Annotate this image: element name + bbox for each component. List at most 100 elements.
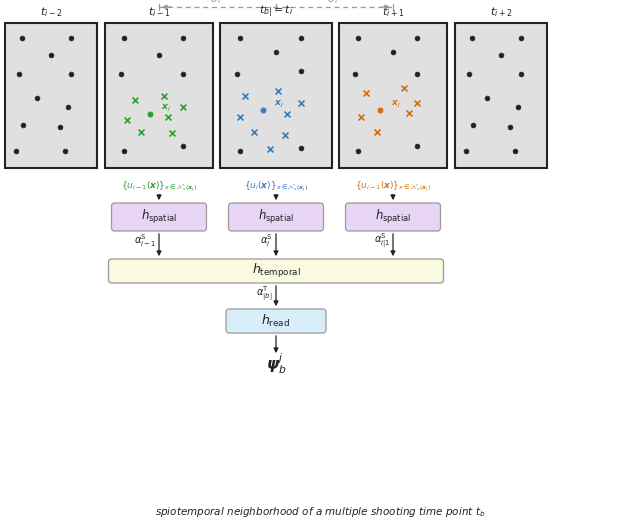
Point [412,98,422,107]
Text: $\boldsymbol{x}_j$: $\boldsymbol{x}_j$ [274,99,284,110]
Point [119,33,129,42]
Point [159,92,170,100]
Text: $h_{\mathrm{spatial}}$: $h_{\mathrm{spatial}}$ [375,208,411,226]
FancyBboxPatch shape [346,203,440,231]
Point [496,51,506,59]
FancyBboxPatch shape [111,203,207,231]
Text: spiotemporal neighborhood of a multiple shooting time point $t_b$: spiotemporal neighborhood of a multiple … [155,505,485,519]
Point [122,116,132,124]
Text: $\alpha_{i-1}^{\mathrm{S}}$: $\alpha_{i-1}^{\mathrm{S}}$ [134,232,156,249]
Point [19,120,29,129]
Point [353,33,364,42]
Point [353,146,364,155]
Text: $t_{i-1}$: $t_{i-1}$ [148,5,170,19]
Point [235,33,245,42]
Point [372,128,382,136]
Text: $\alpha_{i|1}^{\mathrm{S}}$: $\alpha_{i|1}^{\mathrm{S}}$ [374,232,390,250]
Point [119,146,129,155]
Point [388,48,398,56]
Point [116,70,126,78]
Bar [105,23,213,168]
Text: $\delta_T$: $\delta_T$ [328,0,342,6]
Point [178,103,188,111]
Point [178,70,188,78]
Text: $t_{i+1}$: $t_{i+1}$ [382,5,404,19]
Text: $\delta_T$: $\delta_T$ [211,0,225,6]
Point [482,94,492,103]
Point [239,92,250,100]
Point [280,130,290,139]
Point [361,88,371,97]
Point [467,33,477,42]
Point [232,70,242,78]
Point [235,113,245,121]
Point [17,33,27,42]
Text: $t_{i-2}$: $t_{i-2}$ [40,5,62,19]
Point [273,87,284,95]
Bar [455,23,547,168]
Point [66,70,76,78]
Point [265,145,275,153]
Point [282,110,292,119]
Point [355,113,365,121]
Point [399,84,409,93]
Text: $t_{i+2}$: $t_{i+2}$ [490,5,512,19]
Point [167,129,177,138]
Point [516,33,526,42]
Text: $\boldsymbol{\psi}_b^j$: $\boldsymbol{\psi}_b^j$ [266,351,286,377]
Point [509,146,520,155]
Point [296,66,306,75]
Text: $\boldsymbol{x}_j$: $\boldsymbol{x}_j$ [161,103,171,114]
Point [350,70,360,78]
Point [13,70,24,78]
Point [271,48,281,56]
Point [296,143,306,152]
Bar [5,23,97,168]
Point [178,142,188,151]
Point [66,33,76,42]
Point [154,51,164,59]
Point [296,33,306,42]
FancyBboxPatch shape [228,203,323,231]
Point [412,142,422,151]
Point [248,128,259,136]
FancyBboxPatch shape [109,259,444,283]
Text: $\{u_{i-1}(\boldsymbol{x})\}_{x\in\mathcal{N}_s(\boldsymbol{x}_j)}$: $\{u_{i-1}(\boldsymbol{x})\}_{x\in\mathc… [355,180,431,194]
Point [516,70,526,78]
Point [46,51,56,59]
Point [235,146,245,155]
FancyBboxPatch shape [226,309,326,333]
Point [55,123,65,132]
Point [163,113,173,121]
Point [461,146,471,155]
Point [412,70,422,78]
Point [60,146,70,155]
Text: $h_{\mathrm{spatial}}$: $h_{\mathrm{spatial}}$ [141,208,177,226]
Point [296,98,306,107]
Bar [339,23,447,168]
Text: $\alpha_i^{\mathrm{S}}$: $\alpha_i^{\mathrm{S}}$ [260,232,273,249]
Point [11,146,21,155]
Text: $\{u_{i-1}(\boldsymbol{x})\}_{x\in\mathcal{N}_s(\boldsymbol{x}_j)}$: $\{u_{i-1}(\boldsymbol{x})\}_{x\in\mathc… [121,180,197,194]
Point [63,103,73,111]
Text: $h_{\mathrm{temporal}}$: $h_{\mathrm{temporal}}$ [252,262,300,280]
Text: $\alpha_{|b|}^{\mathrm{T}}$: $\alpha_{|b|}^{\mathrm{T}}$ [255,284,272,303]
Point [404,109,414,117]
Text: $t_{b|}=t_i$: $t_{b|}=t_i$ [259,3,293,19]
Point [463,70,474,78]
Point [412,33,422,42]
Text: $\{u_i(\boldsymbol{x})\}_{x\in\mathcal{N}_s(\boldsymbol{x}_j)}$: $\{u_i(\boldsymbol{x})\}_{x\in\mathcal{N… [244,180,308,194]
Point [32,94,42,103]
Point [130,96,140,104]
Point [505,123,515,132]
Point [257,106,268,114]
Text: $\boldsymbol{x}_j$: $\boldsymbol{x}_j$ [391,99,401,110]
Point [145,110,156,119]
Point [375,106,385,114]
Point [136,128,146,136]
Text: $h_{\mathrm{read}}$: $h_{\mathrm{read}}$ [262,313,291,329]
Point [178,33,188,42]
Point [468,120,479,129]
Bar [220,23,332,168]
Text: $h_{\mathrm{spatial}}$: $h_{\mathrm{spatial}}$ [258,208,294,226]
